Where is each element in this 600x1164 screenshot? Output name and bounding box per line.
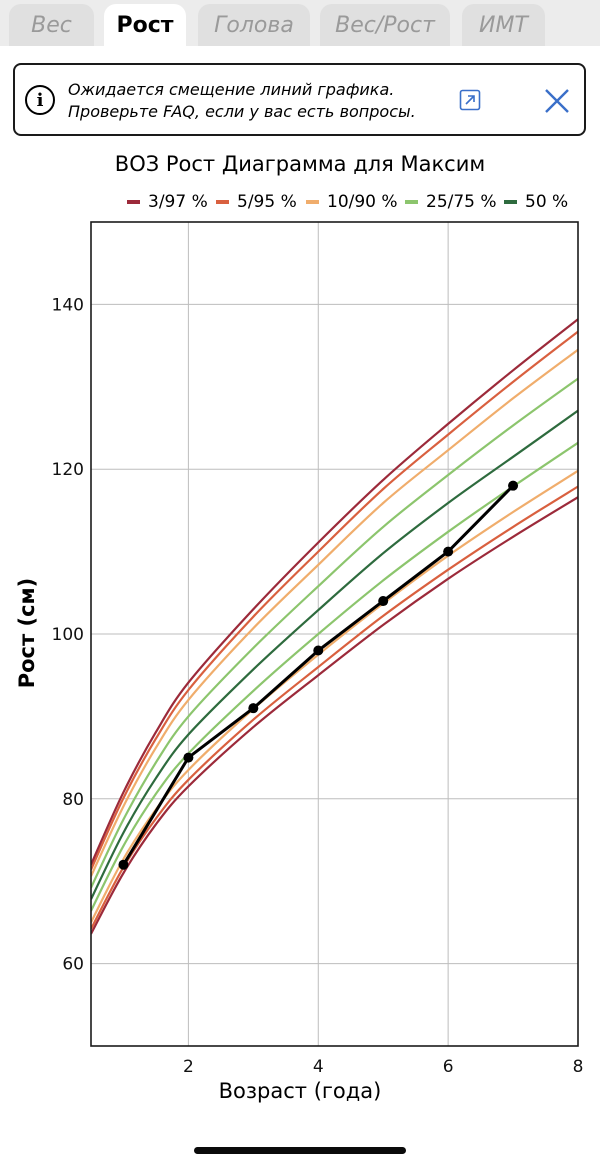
legend-swatch [504,200,517,204]
percentile-curve [91,469,578,923]
chart-title: ВОЗ Рост Диаграмма для Максим [114,152,486,176]
tab-head[interactable]: Голова [198,4,310,46]
y-tick-label: 100 [52,625,84,645]
y-axis-label: Рост (см) [15,578,39,689]
measurement-point [313,645,324,656]
x-tick-label: 8 [573,1057,584,1077]
legend-label: 25/75 % [426,192,497,212]
legend-swatch [405,200,418,204]
y-tick-label: 60 [62,955,84,975]
percentile-curve [91,485,578,930]
banner-line-2: Проверьте FAQ, если у вас есть вопросы. [68,102,416,121]
y-tick-label: 80 [62,790,84,810]
legend-item-25-75: 25/75 % [405,190,497,214]
legend-label: 5/95 % [237,192,297,212]
plot-frame [90,221,579,1047]
measurement-point [508,480,519,491]
legend-label: 50 % [525,192,569,212]
home-indicator[interactable] [194,1147,406,1154]
x-tick-label: 4 [313,1057,324,1077]
measurement-point [248,703,259,714]
legend-swatch [306,200,319,204]
measurement-point [183,752,194,763]
percentile-curve [91,318,578,866]
legend-item-5-95: 5/95 % [216,190,297,214]
percentile-curve [91,330,578,871]
banner-message: Ожидается смещение линий графика. Провер… [68,79,448,123]
growth-chart: 2 4 6 8 60 80 100 120 140 Возраст (года) Рост (см) [15,221,584,1103]
percentile-curve [91,409,578,900]
chart-legend: 3/97 % 5/95 % 10/90 % 25/75 % 50 % [0,190,600,214]
legend-item-10-90: 10/90 % [306,190,398,214]
tab-weight-height[interactable]: Вес/Рост [320,4,450,46]
legend-swatch [127,200,140,204]
x-tick-label: 6 [443,1057,454,1077]
close-icon[interactable] [543,87,571,115]
legend-item-50: 50 % [504,190,568,214]
tab-weight[interactable]: Вес [9,4,94,46]
x-tick-label: 2 [183,1057,194,1077]
info-banner: i Ожидается смещение линий графика. Пров… [13,63,586,136]
x-axis-label: Возраст (года) [219,1079,382,1103]
legend-label: 10/90 % [327,192,398,212]
tab-bmi[interactable]: ИМТ [462,4,545,46]
legend-swatch [216,200,229,204]
legend-label: 3/97 % [148,192,208,212]
legend-item-3-97: 3/97 % [127,190,208,214]
percentile-curve [91,377,578,889]
percentile-curve [91,348,578,877]
measurement-point [443,546,454,557]
tab-bar: Вес Рост Голова Вес/Рост ИМТ [0,0,600,46]
y-tick-label: 140 [52,295,84,315]
y-tick-label: 120 [52,460,84,480]
banner-line-1: Ожидается смещение линий графика. [68,80,395,99]
measurement-point [118,859,129,870]
tab-height[interactable]: Рост [104,4,186,46]
info-icon: i [25,85,55,115]
measurement-point [378,596,389,607]
percentile-curve [91,496,578,935]
open-link-icon[interactable] [459,89,481,111]
percentile-curve [91,441,578,912]
